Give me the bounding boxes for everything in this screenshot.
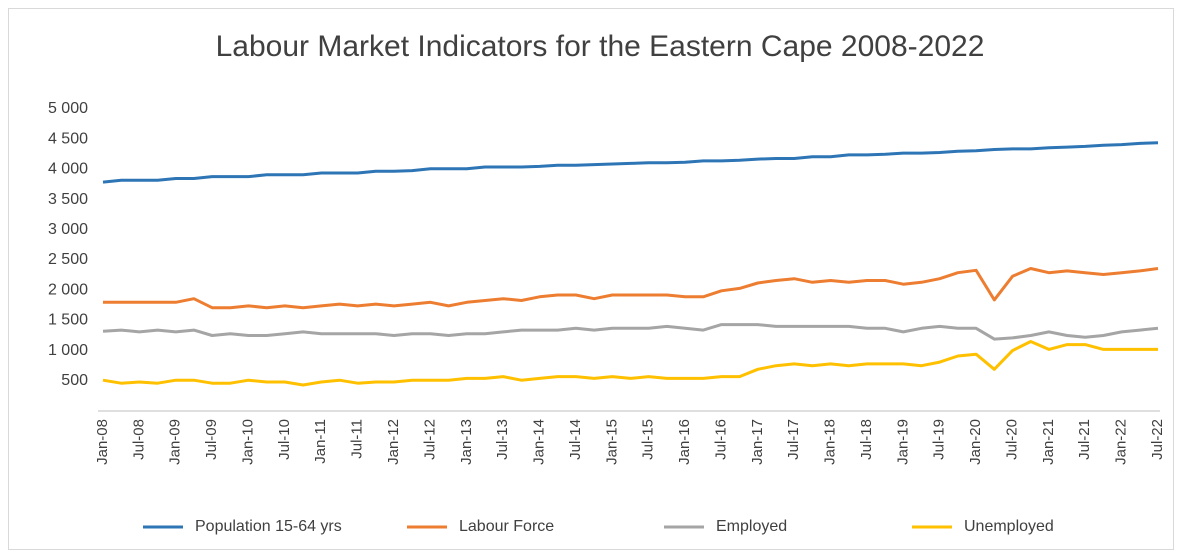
x-tick-label: Jan-08	[94, 419, 111, 465]
x-tick-label: Jul-09	[203, 419, 220, 460]
x-tick-label: Jan-16	[676, 419, 693, 465]
y-tick-label: 4 500	[48, 130, 88, 147]
x-tick-label: Jul-08	[130, 419, 147, 460]
x-tick-label: Jul-11	[349, 419, 366, 459]
x-tick-label: Jul-17	[785, 419, 802, 460]
x-tick-label: Jul-13	[494, 419, 511, 460]
x-tick-label: Jul-12	[421, 419, 438, 460]
x-tick-label: Jul-21	[1076, 419, 1093, 460]
y-tick-label: 3 000	[48, 221, 88, 238]
x-tick-label: Jul-18	[858, 419, 875, 460]
legend-label: Unemployed	[964, 518, 1054, 535]
y-tick-label: 500	[61, 372, 88, 389]
x-tick-label: Jul-16	[712, 419, 729, 460]
x-tick-label: Jan-11	[312, 419, 329, 464]
x-tick-label: Jan-20	[967, 419, 984, 465]
series-line	[102, 323, 1159, 341]
x-tick-label: Jul-14	[567, 419, 584, 460]
y-tick-label: 4 000	[48, 161, 88, 178]
legend-label: Population 15-64 yrs	[195, 518, 342, 535]
y-tick-label: 1 500	[48, 312, 88, 329]
x-tick-label: Jan-12	[385, 419, 402, 465]
x-tick-label: Jan-13	[458, 419, 475, 465]
chart-border	[8, 8, 1174, 550]
legend-label: Labour Force	[459, 518, 554, 535]
x-tick-label: Jan-15	[603, 419, 620, 465]
x-tick-label: Jul-10	[276, 419, 293, 460]
series-line	[102, 340, 1158, 387]
y-tick-label: 2 000	[48, 281, 88, 298]
legend-label: Employed	[716, 518, 787, 535]
x-tick-label: Jan-14	[531, 419, 548, 465]
x-tick-label: Jan-22	[1113, 419, 1130, 465]
x-tick-label: Jul-22	[1149, 419, 1166, 460]
x-tick-label: Jan-10	[239, 419, 256, 465]
x-tick-label: Jan-18	[822, 419, 839, 465]
x-tick-label: Jan-19	[894, 419, 911, 465]
x-tick-label: Jul-20	[1003, 419, 1020, 460]
y-tick-label: 1 000	[48, 342, 88, 359]
y-tick-label: 2 500	[48, 251, 88, 268]
series-line	[102, 141, 1159, 184]
y-tick-label: 3 500	[48, 191, 88, 208]
x-tick-label: Jan-09	[167, 419, 184, 465]
x-tick-label: Jan-17	[749, 419, 766, 465]
x-tick-label: Jan-21	[1040, 419, 1057, 465]
x-tick-label: Jul-15	[640, 419, 657, 460]
chart-title: Labour Market Indicators for the Eastern…	[216, 30, 985, 63]
series-line	[103, 267, 1159, 310]
y-tick-label: 5 000	[48, 100, 88, 117]
x-tick-label: Jul-19	[931, 419, 948, 460]
